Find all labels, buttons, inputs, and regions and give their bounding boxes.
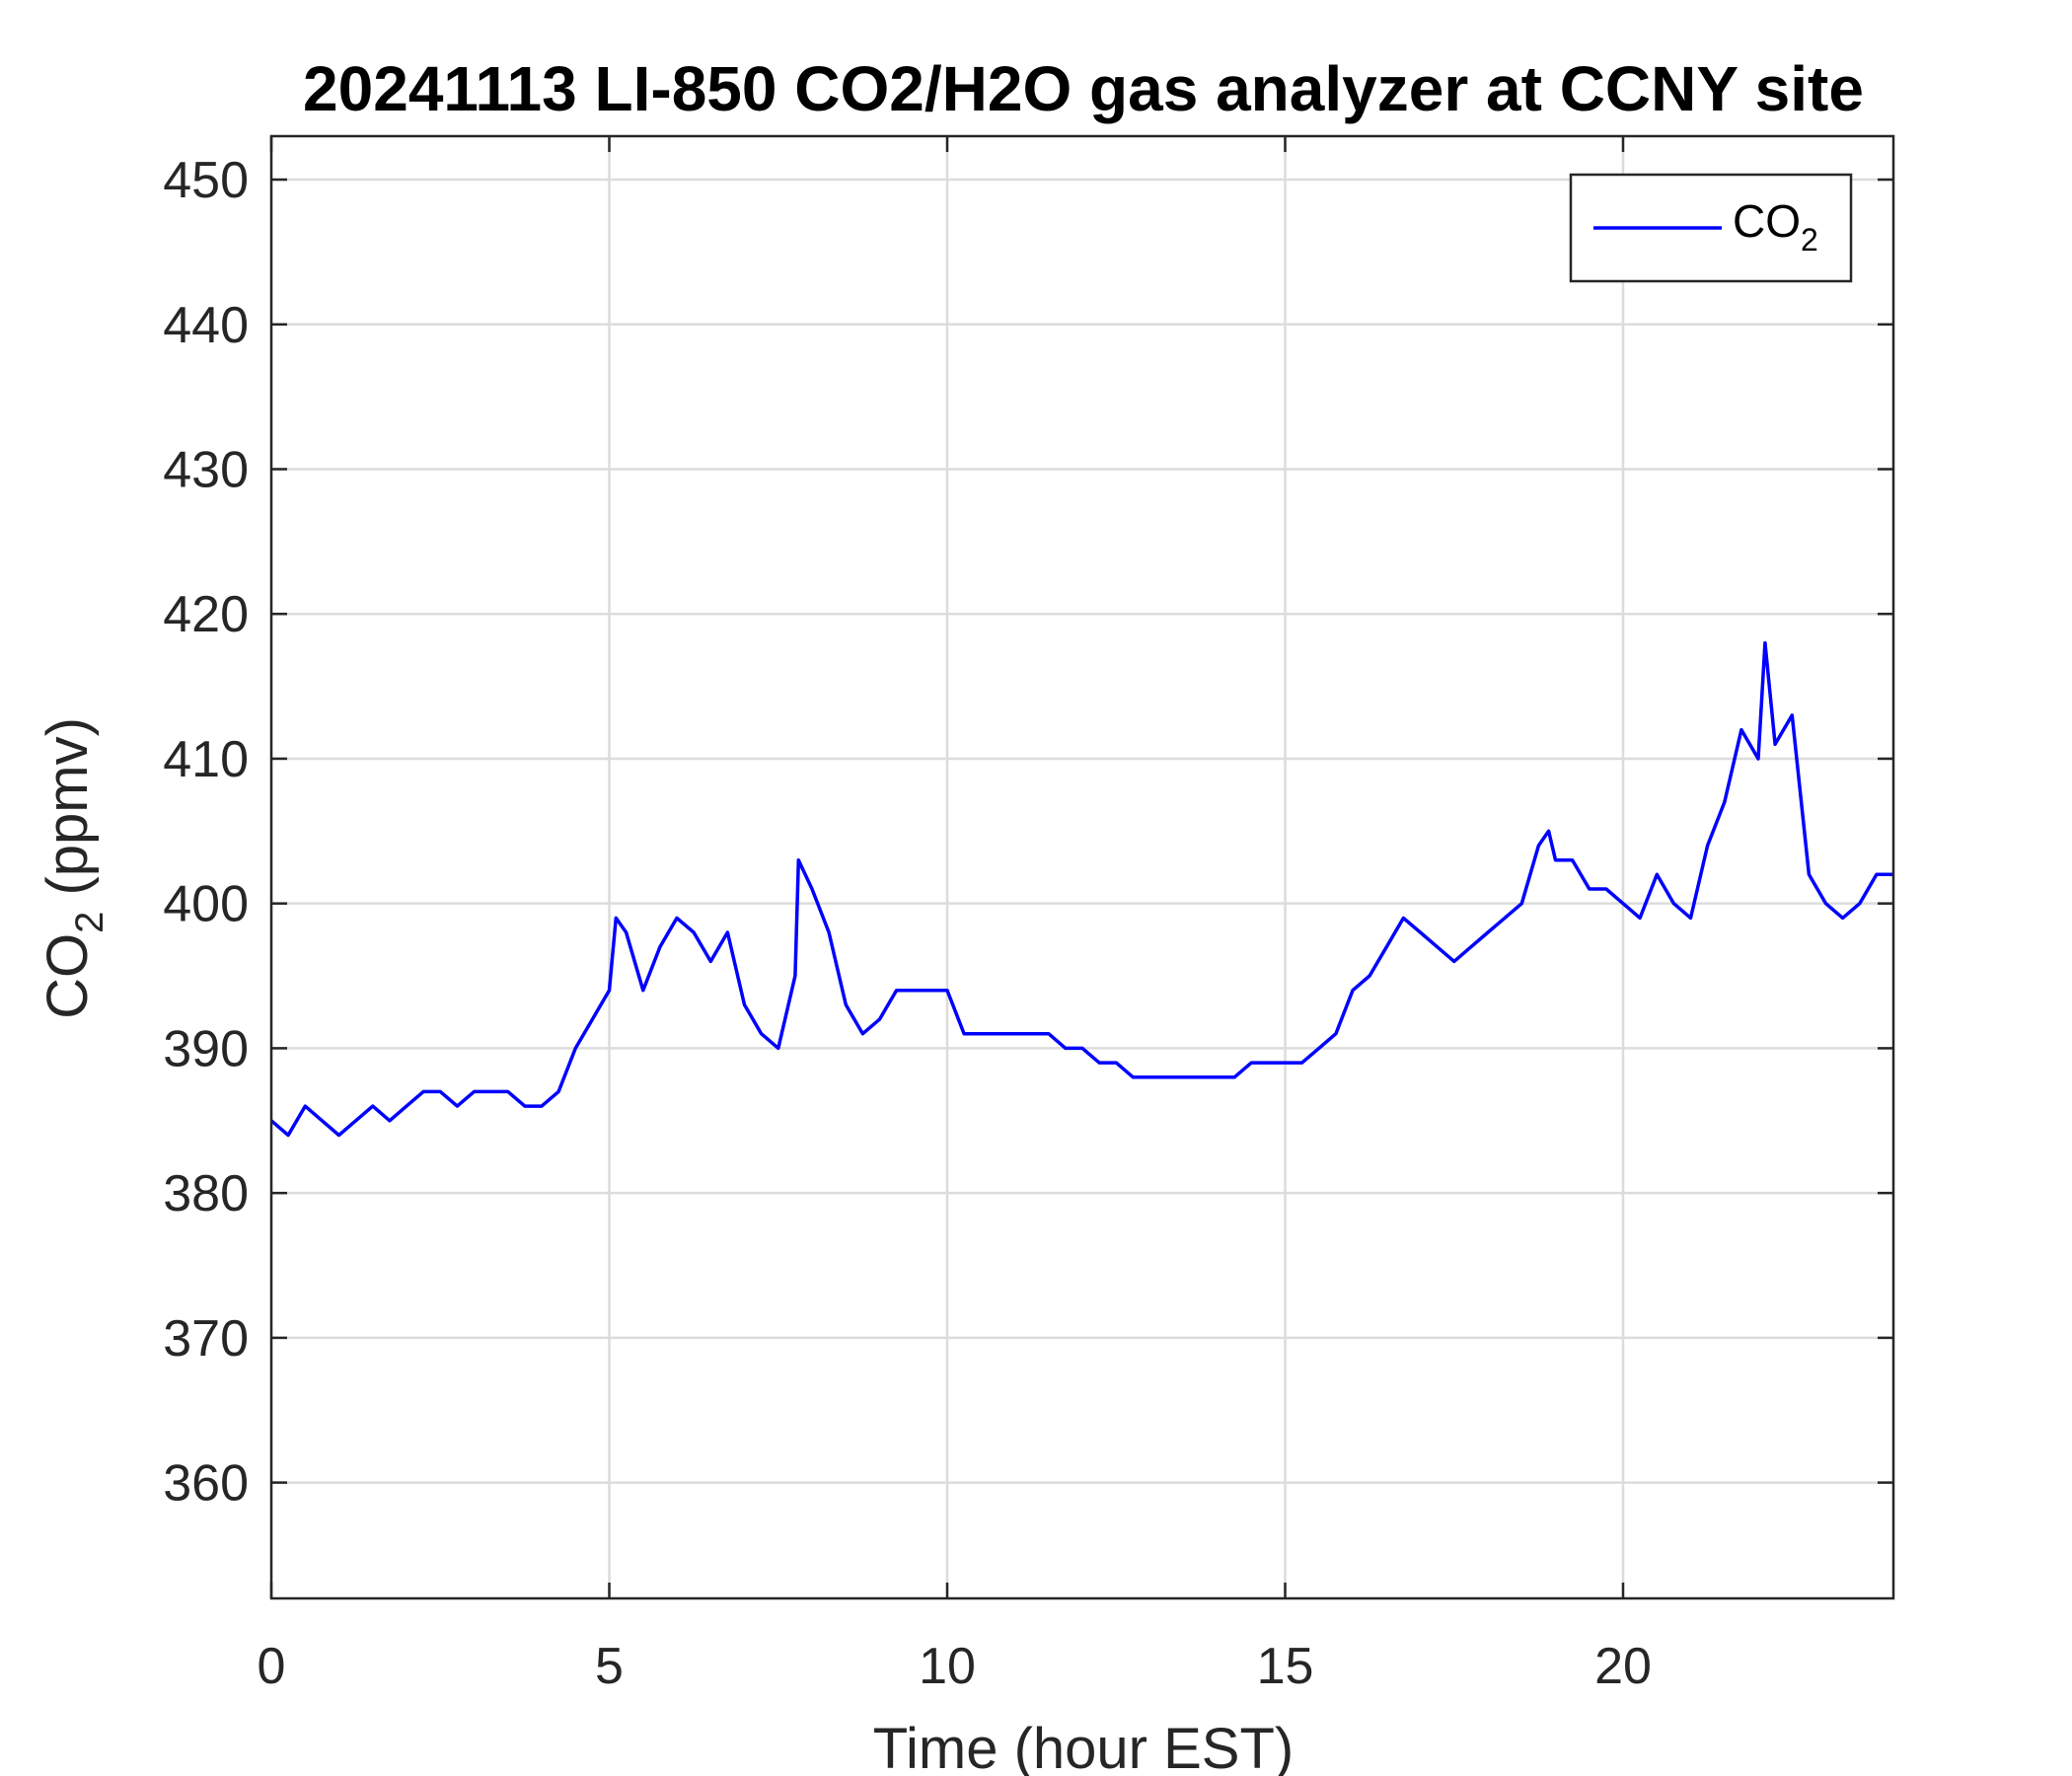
y-tick-label: 360 — [163, 1455, 249, 1513]
legend-entry-co2: CO2 — [1733, 195, 1818, 258]
legend-entry-text: CO — [1733, 195, 1801, 247]
y-tick-label: 420 — [163, 586, 249, 643]
x-axis-tick-labels: 0 5 10 15 20 — [258, 1638, 1652, 1695]
x-tick-label: 10 — [919, 1638, 976, 1695]
y-axis-label-prefix: CO — [36, 933, 100, 1019]
legend-entry-subscript: 2 — [1801, 222, 1818, 258]
y-tick-label: 380 — [163, 1165, 249, 1222]
y-tick-label: 440 — [163, 297, 249, 354]
y-axis-ticks — [271, 178, 1893, 1484]
x-tick-label: 15 — [1257, 1638, 1314, 1695]
y-gridlines — [271, 178, 1893, 1484]
y-tick-label: 410 — [163, 731, 249, 788]
x-axis-ticks — [269, 136, 1625, 1598]
y-axis-label-subscript: 2 — [68, 912, 111, 933]
y-tick-label: 390 — [163, 1020, 249, 1077]
x-axis-label: Time (hour EST) — [873, 1717, 1294, 1776]
chart-title: 20241113 LI-850 CO2/H2O gas analyzer at … — [303, 53, 1864, 124]
series-line-co2 — [269, 640, 1893, 1138]
series-layer — [269, 640, 1893, 1138]
legend: CO2 — [1569, 173, 1853, 283]
y-axis-label: CO2 (ppmv) — [36, 717, 111, 1019]
y-axis-tick-labels: 360 370 380 390 400 410 420 430 440 450 — [163, 152, 249, 1513]
plot-area-frame — [269, 134, 1895, 1600]
x-gridlines — [269, 136, 1625, 1598]
x-tick-label: 5 — [595, 1638, 624, 1695]
x-tick-label: 0 — [258, 1638, 286, 1695]
y-tick-label: 400 — [163, 876, 249, 933]
y-tick-label: 450 — [163, 152, 249, 209]
y-tick-label: 370 — [163, 1310, 249, 1368]
y-tick-label: 430 — [163, 441, 249, 498]
y-axis-label-suffix: (ppmv) — [36, 717, 100, 912]
x-tick-label: 20 — [1594, 1638, 1652, 1695]
